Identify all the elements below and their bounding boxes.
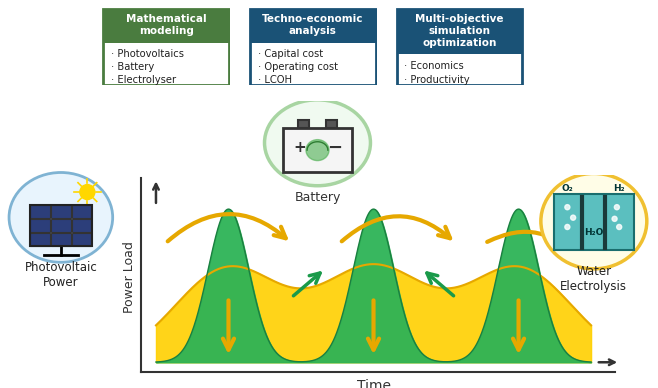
FancyBboxPatch shape	[103, 9, 229, 85]
Text: Photovoltaic
Power: Photovoltaic Power	[24, 261, 97, 289]
Ellipse shape	[541, 173, 647, 269]
Text: · Capital cost: · Capital cost	[258, 49, 323, 59]
Circle shape	[80, 185, 95, 199]
Polygon shape	[35, 252, 141, 362]
Bar	[30, 205, 92, 246]
Text: H₂O: H₂O	[584, 228, 603, 237]
Ellipse shape	[265, 100, 370, 186]
Bar	[326, 120, 337, 128]
Bar	[51, 233, 70, 246]
Bar	[30, 233, 50, 246]
Text: Multi-objective
simulation
optimization: Multi-objective simulation optimization	[415, 14, 504, 48]
Bar	[30, 205, 50, 218]
Circle shape	[306, 140, 329, 161]
Circle shape	[565, 204, 570, 210]
Text: Time: Time	[357, 379, 390, 388]
FancyBboxPatch shape	[250, 9, 376, 85]
Bar	[30, 219, 50, 232]
Text: Techno-economic
analysis: Techno-economic analysis	[262, 14, 364, 36]
Bar	[103, 9, 229, 43]
Bar	[283, 128, 352, 172]
Circle shape	[612, 216, 617, 222]
Circle shape	[615, 204, 619, 210]
Text: Power Load: Power Load	[123, 241, 136, 313]
Circle shape	[565, 224, 570, 230]
Bar	[250, 9, 376, 43]
Bar	[553, 194, 634, 250]
Text: · Electrolyser: · Electrolyser	[111, 75, 176, 85]
Text: H₂: H₂	[613, 184, 625, 193]
Text: O₂: O₂	[561, 184, 573, 193]
Text: · Productivity: · Productivity	[405, 75, 470, 85]
Bar	[72, 233, 91, 246]
Text: Mathematical
modeling: Mathematical modeling	[126, 14, 207, 36]
Text: +: +	[294, 140, 307, 156]
Text: · Photovoltaics: · Photovoltaics	[111, 49, 184, 59]
Text: · Battery: · Battery	[111, 62, 154, 72]
Circle shape	[570, 215, 576, 220]
Bar	[51, 219, 70, 232]
Text: Battery: Battery	[294, 191, 341, 204]
Bar	[72, 219, 91, 232]
Bar	[298, 120, 309, 128]
Text: · LCOH: · LCOH	[258, 75, 291, 85]
Circle shape	[617, 224, 622, 230]
Bar	[397, 9, 522, 54]
Ellipse shape	[9, 173, 113, 262]
Bar	[72, 205, 91, 218]
Bar	[51, 205, 70, 218]
Text: Water
Electrolysis: Water Electrolysis	[561, 265, 627, 293]
Text: · Operating cost: · Operating cost	[258, 62, 338, 72]
Text: −: −	[327, 139, 342, 157]
Text: · Economics: · Economics	[405, 61, 464, 71]
FancyBboxPatch shape	[397, 9, 522, 85]
